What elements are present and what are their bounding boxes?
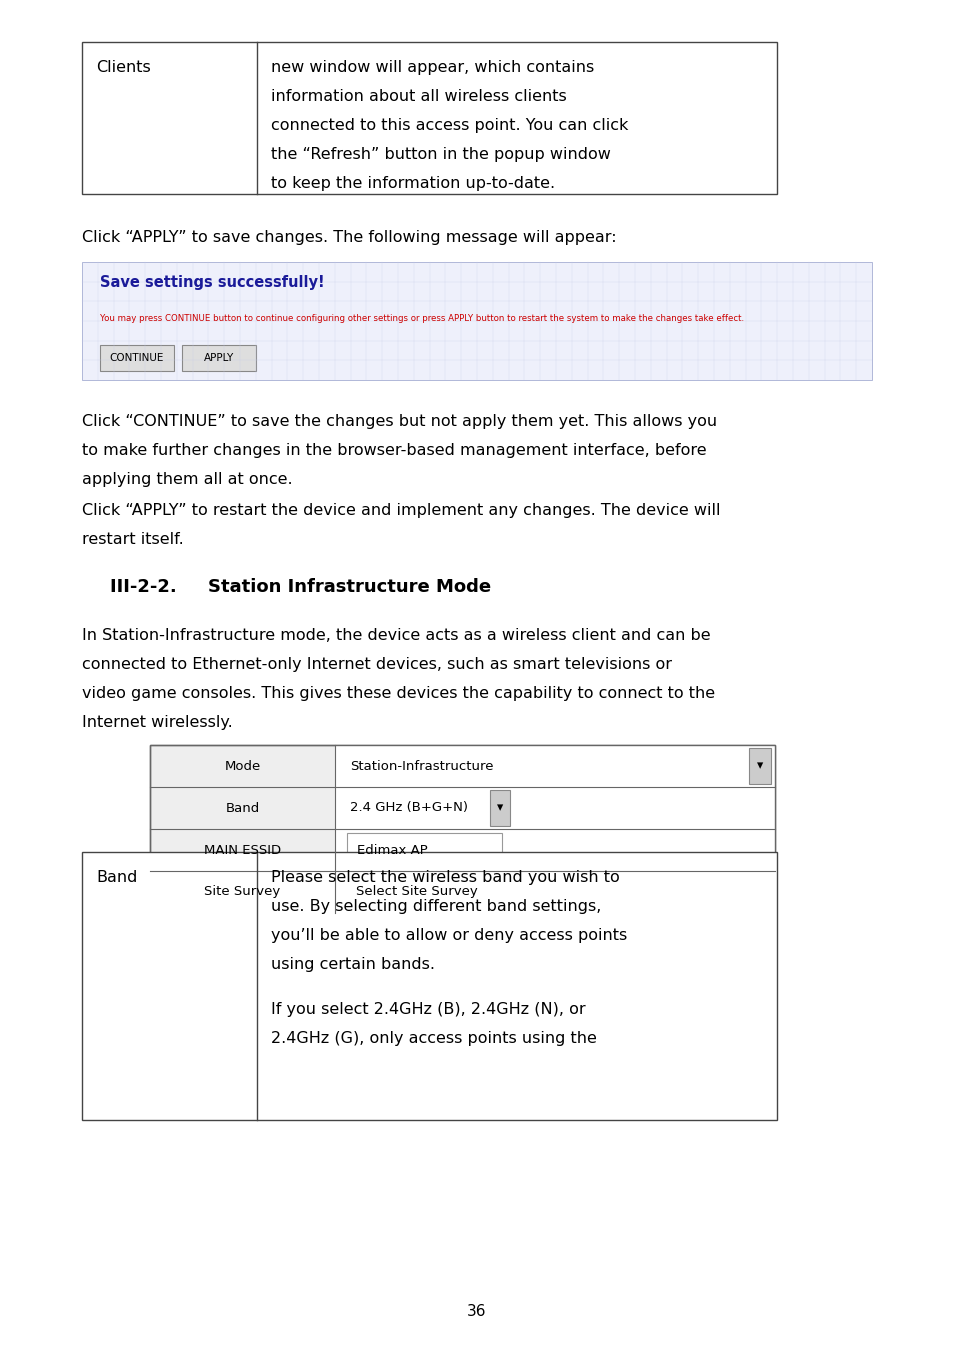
Text: If you select 2.4GHz (B), 2.4GHz (N), or: If you select 2.4GHz (B), 2.4GHz (N), or [271,1002,585,1017]
Text: ▾: ▾ [756,760,762,772]
Text: use. By selecting different band settings,: use. By selecting different band setting… [271,899,600,914]
Text: you’ll be able to allow or deny access points: you’ll be able to allow or deny access p… [271,927,626,944]
Bar [490,790,510,826]
Bar [100,346,173,371]
Text: using certain bands.: using certain bands. [271,957,435,972]
Bar [335,871,774,913]
Bar [347,875,486,909]
Text: In Station-Infrastructure mode, the device acts as a wireless client and can be: In Station-Infrastructure mode, the devi… [82,628,710,643]
Bar [347,833,501,867]
Text: 2.4GHz (G), only access points using the: 2.4GHz (G), only access points using the [271,1031,597,1046]
Text: Click “APPLY” to restart the device and implement any changes. The device will: Click “APPLY” to restart the device and … [82,504,720,518]
Text: Clients: Clients [96,59,151,76]
Bar [150,745,774,913]
Text: video game consoles. This gives these devices the capability to connect to the: video game consoles. This gives these de… [82,686,715,701]
Text: Click “CONTINUE” to save the changes but not apply them yet. This allows you: Click “CONTINUE” to save the changes but… [82,414,717,429]
Text: to keep the information up-to-date.: to keep the information up-to-date. [271,176,555,190]
Text: applying them all at once.: applying them all at once. [82,472,293,487]
Bar [335,745,774,787]
Text: MAIN ESSID: MAIN ESSID [204,844,281,856]
Text: ▾: ▾ [497,802,502,814]
Text: Edimax AP: Edimax AP [356,844,427,856]
Bar [82,852,776,1120]
Bar [335,829,774,871]
Text: Internet wirelessly.: Internet wirelessly. [82,716,233,730]
Bar [335,787,774,829]
Text: Band: Band [225,802,259,814]
Text: Select Site Survey: Select Site Survey [355,886,477,899]
Text: Station-Infrastructure: Station-Infrastructure [350,760,493,772]
Text: 2.4 GHz (B+G+N): 2.4 GHz (B+G+N) [350,802,468,814]
Bar [82,262,871,379]
Bar [748,748,770,784]
Text: 36: 36 [467,1304,486,1319]
Text: to make further changes in the browser-based management interface, before: to make further changes in the browser-b… [82,443,706,458]
Bar [82,42,776,194]
Text: the “Refresh” button in the popup window: the “Refresh” button in the popup window [271,147,610,162]
Text: Mode: Mode [224,760,260,772]
Text: APPLY: APPLY [204,352,233,363]
Text: III-2-2.     Station Infrastructure Mode: III-2-2. Station Infrastructure Mode [110,578,491,595]
Text: new window will appear, which contains: new window will appear, which contains [271,59,594,76]
Text: Please select the wireless band you wish to: Please select the wireless band you wish… [271,869,619,886]
Text: restart itself.: restart itself. [82,532,184,547]
Text: CONTINUE: CONTINUE [110,352,164,363]
Text: connected to this access point. You can click: connected to this access point. You can … [271,117,628,134]
Text: connected to Ethernet-only Internet devices, such as smart televisions or: connected to Ethernet-only Internet devi… [82,657,671,672]
Text: Click “APPLY” to save changes. The following message will appear:: Click “APPLY” to save changes. The follo… [82,230,616,244]
Bar [150,745,774,913]
Bar [182,346,255,371]
Text: Site Survey: Site Survey [204,886,280,899]
Text: information about all wireless clients: information about all wireless clients [271,89,566,104]
Text: Band: Band [96,869,137,886]
Text: You may press CONTINUE button to continue configuring other settings or press AP: You may press CONTINUE button to continu… [100,315,743,323]
Text: Save settings successfully!: Save settings successfully! [100,275,324,290]
